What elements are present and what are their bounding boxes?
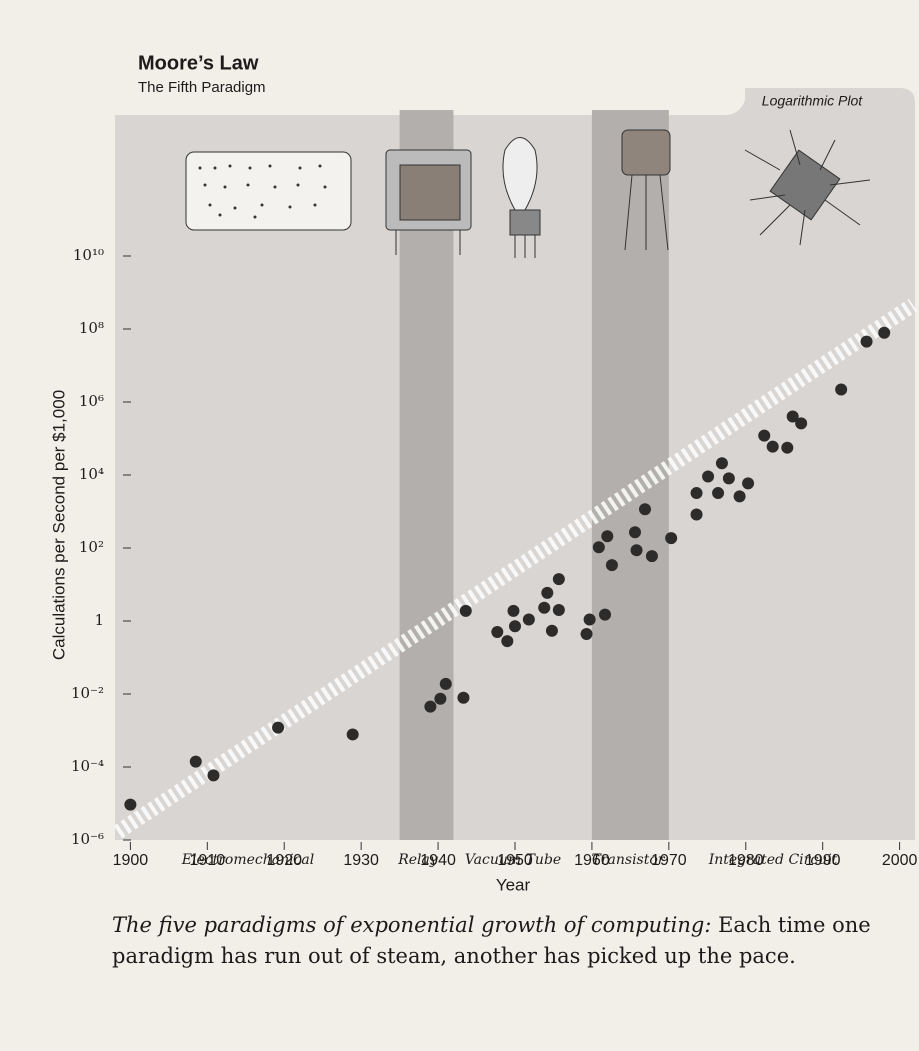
- y-tick-label: 10⁻⁴: [71, 757, 104, 775]
- data-point: [878, 327, 890, 339]
- data-point: [734, 490, 746, 502]
- x-tick-label: 1920: [266, 852, 302, 869]
- data-point: [835, 384, 847, 396]
- shaded-band: [592, 110, 669, 840]
- y-tick-label: 10⁻²: [71, 684, 104, 702]
- data-point: [190, 756, 202, 768]
- x-tick-label: 1980: [728, 852, 764, 869]
- data-point: [584, 613, 596, 625]
- y-tick-label: 10⁴: [79, 465, 104, 483]
- x-tick-label: 2000: [882, 852, 918, 869]
- data-point: [629, 526, 641, 538]
- annotation: Logarithmic Plot: [762, 93, 863, 109]
- data-point: [553, 573, 565, 585]
- data-point: [742, 477, 754, 489]
- chart-title: Moore’s Law: [138, 52, 259, 74]
- data-point: [631, 544, 643, 556]
- y-tick-label: 10¹⁰: [73, 246, 104, 264]
- data-point: [434, 693, 446, 705]
- data-point: [691, 487, 703, 499]
- data-point: [501, 635, 513, 647]
- data-point: [538, 602, 550, 614]
- data-point: [639, 503, 651, 515]
- y-tick-label: 10⁻⁶: [71, 830, 104, 848]
- y-tick-label: 10²: [79, 538, 104, 556]
- caption-lead: The five paradigms of exponential growth…: [112, 913, 711, 937]
- data-point: [207, 769, 219, 781]
- data-point: [781, 442, 793, 454]
- data-point: [758, 430, 770, 442]
- data-point: [795, 417, 807, 429]
- data-point: [665, 532, 677, 544]
- data-point: [581, 628, 593, 640]
- data-point: [509, 620, 521, 632]
- data-point: [599, 609, 611, 621]
- y-axis-label: Calculations per Second per $1,000: [49, 390, 68, 660]
- x-tick-label: 1990: [805, 852, 841, 869]
- x-axis-label: Year: [496, 875, 531, 894]
- punch-card-icon: [186, 152, 351, 230]
- data-point: [546, 625, 558, 637]
- data-point: [347, 728, 359, 740]
- data-point: [723, 472, 735, 484]
- data-point: [646, 550, 658, 562]
- x-tick-label: 1960: [574, 852, 610, 869]
- data-point: [424, 701, 436, 713]
- y-tick-label: 10⁶: [79, 392, 104, 410]
- data-point: [606, 559, 618, 571]
- data-point: [491, 626, 503, 638]
- data-point: [691, 508, 703, 520]
- data-point: [272, 722, 284, 734]
- data-point: [861, 336, 873, 348]
- y-tick-label: 10⁸: [79, 319, 104, 337]
- chart-subtitle: The Fifth Paradigm: [138, 79, 266, 96]
- data-point: [593, 541, 605, 553]
- data-point: [702, 470, 714, 482]
- data-point: [541, 587, 553, 599]
- x-tick-label: 1930: [343, 852, 379, 869]
- y-tick-label: 1: [94, 611, 104, 629]
- x-tick-label: 1950: [497, 852, 533, 869]
- page: ElectromechanicalRelayVacuum TubeTransis…: [0, 0, 919, 1051]
- data-point: [457, 692, 469, 704]
- x-tick-label: 1900: [113, 852, 149, 869]
- data-point: [553, 604, 565, 616]
- data-point: [124, 799, 136, 811]
- data-point: [460, 605, 472, 617]
- x-tick-label: 1910: [190, 852, 226, 869]
- x-tick-label: 1970: [651, 852, 687, 869]
- caption: The five paradigms of exponential growth…: [112, 910, 902, 972]
- data-point: [712, 487, 724, 499]
- data-point: [440, 678, 452, 690]
- data-point: [523, 613, 535, 625]
- data-point: [507, 605, 519, 617]
- data-point: [716, 457, 728, 469]
- data-point: [767, 441, 779, 453]
- data-point: [601, 530, 613, 542]
- x-tick-label: 1940: [420, 852, 456, 869]
